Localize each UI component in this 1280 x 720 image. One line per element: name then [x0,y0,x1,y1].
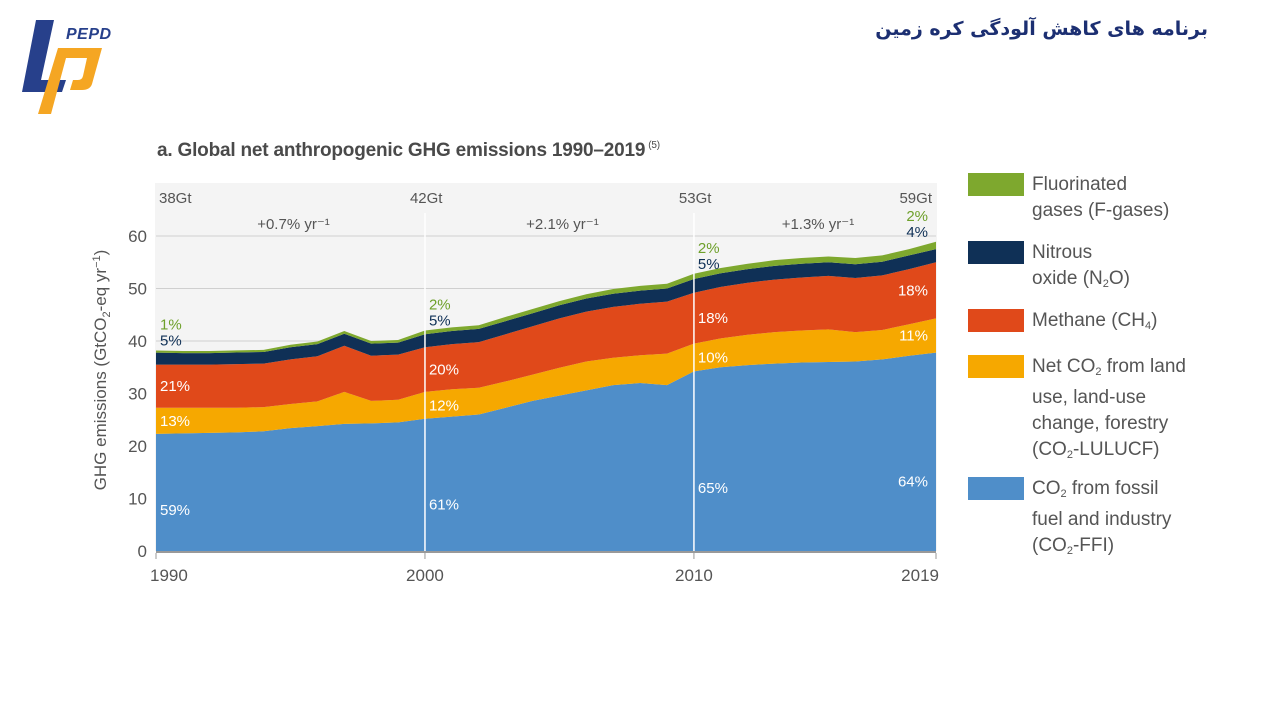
share-label-ch4: 18% [698,310,728,327]
share-label-ffi: 65% [698,480,728,497]
legend-item-n2o: Nitrous oxide (N2O) [968,240,1202,297]
legend-label-lulucf: Net CO2 from land use, land-use change, … [1032,354,1202,468]
legend-item-fgas: Fluorinated gases (F-gases) [968,172,1202,224]
y-axis-label: GHG emissions (GtCO2-eq yr−1) [91,250,113,491]
y-tick-label: 60 [128,227,147,246]
legend-swatch-fgas [968,173,1024,196]
share-label-ch4: 20% [429,362,459,379]
share-label-n2o: 5% [429,313,451,330]
share-label-n2o: 4% [906,224,928,241]
area-co2-lulucf [156,318,936,434]
logo-mark-icon [22,20,102,114]
chart-title: a. Global net anthropogenic GHG emission… [157,140,660,162]
legend-item-lulucf: Net CO2 from land use, land-use change, … [968,354,1202,468]
growth-rate-label: +0.7% yr⁻¹ [257,216,330,233]
legend-line: change, forestry [1032,413,1169,434]
area-nitrous-oxide [156,249,936,365]
chart-title-text: a. Global net anthropogenic GHG emission… [157,140,646,161]
share-label-ffi: 64% [898,474,928,491]
share-label-n2o: 5% [160,332,182,349]
legend-line: use, land-use [1032,387,1147,408]
legend-item-ffi: CO2 from fossil fuel and industry (CO2-F… [968,476,1202,564]
y-tick-label: 50 [128,280,147,299]
share-label-ffi: 61% [429,497,459,514]
x-tick-label: 1990 [150,566,188,585]
y-tick-label: 10 [128,490,147,509]
legend-line: fuel and industry [1032,509,1172,530]
share-label-lulucf: 13% [160,413,190,430]
legend-line: (CO2-LULUCF) [1032,439,1160,461]
legend-line: Methane (CH4) [1032,310,1158,332]
share-label-fgas: 2% [429,297,451,314]
share-label-ffi: 59% [160,502,190,519]
area-fluorinated-gases [156,241,936,354]
period-total-label: 53Gt [679,190,712,207]
share-label-fgas: 1% [160,316,182,333]
legend-line: Net CO2 from land [1032,356,1186,378]
share-label-ch4: 21% [160,378,190,395]
y-tick-label: 30 [128,385,147,404]
legend-line: (CO2-FFI) [1032,535,1115,557]
area-methane [156,262,936,408]
y-tick-label: 40 [128,332,147,351]
legend-swatch-lulucf [968,355,1024,378]
legend-swatch-n2o [968,241,1024,264]
y-tick-label: 0 [138,542,147,561]
share-label-lulucf: 10% [698,350,728,367]
share-label-fgas: 2% [906,208,928,225]
page-title: برنامه های کاهش آلودگی کره زمین [875,18,1208,40]
logo-text: PEPD [66,26,112,43]
pepd-logo: PEPD [14,14,114,114]
legend-line: Nitrous [1032,242,1093,263]
legend-label-ffi: CO2 from fossil fuel and industry (CO2-F… [1032,476,1202,564]
x-tick-label: 2019 [901,566,939,585]
growth-rate-label: +2.1% yr⁻¹ [526,216,599,233]
growth-rate-label: +1.3% yr⁻¹ [782,216,855,233]
annotations: 38Gt 42Gt 53Gt 59Gt +0.7% yr⁻¹ +2.1% yr⁻¹ +1.3… [159,190,933,233]
stacked-areas [156,241,936,551]
period-total-label: 59Gt [899,190,932,207]
share-label-lulucf: 12% [429,397,459,414]
x-tick-label: 2010 [675,566,713,585]
y-tick-label: 20 [128,437,147,456]
x-axis-ticks: 1990 2000 2010 2019 [150,553,939,585]
period-total-label: 42Gt [410,190,443,207]
chart-title-footnote: (5) [648,140,660,151]
share-label-lulucf: 11% [899,327,928,344]
share-label-fgas: 2% [698,240,720,257]
share-labels: 5%1%21%13%59%5%2%20%12%61%5%2%18%10%65%4… [160,208,928,519]
legend-label-ch4: Methane (CH4) [1032,308,1202,339]
legend-swatch-ffi [968,477,1024,500]
legend-line: CO2 from fossil [1032,478,1159,500]
legend-item-ch4: Methane (CH4) [968,308,1202,339]
period-total-label: 38Gt [159,190,192,207]
y-axis-ticks: 0 10 20 30 40 50 60 [128,227,147,561]
legend-line: Fluorinated [1032,174,1128,195]
period-dividers [424,213,695,551]
legend-label-fgas: Fluorinated gases (F-gases) [1032,172,1202,224]
share-label-n2o: 5% [698,256,720,273]
legend-line: oxide (N2O) [1032,268,1130,290]
legend-line: gases (F-gases) [1032,200,1170,221]
area-co2-ffi [156,352,936,551]
share-label-ch4: 18% [898,282,928,299]
x-tick-label: 2000 [406,566,444,585]
legend-swatch-ch4 [968,309,1024,332]
legend-label-n2o: Nitrous oxide (N2O) [1032,240,1202,297]
